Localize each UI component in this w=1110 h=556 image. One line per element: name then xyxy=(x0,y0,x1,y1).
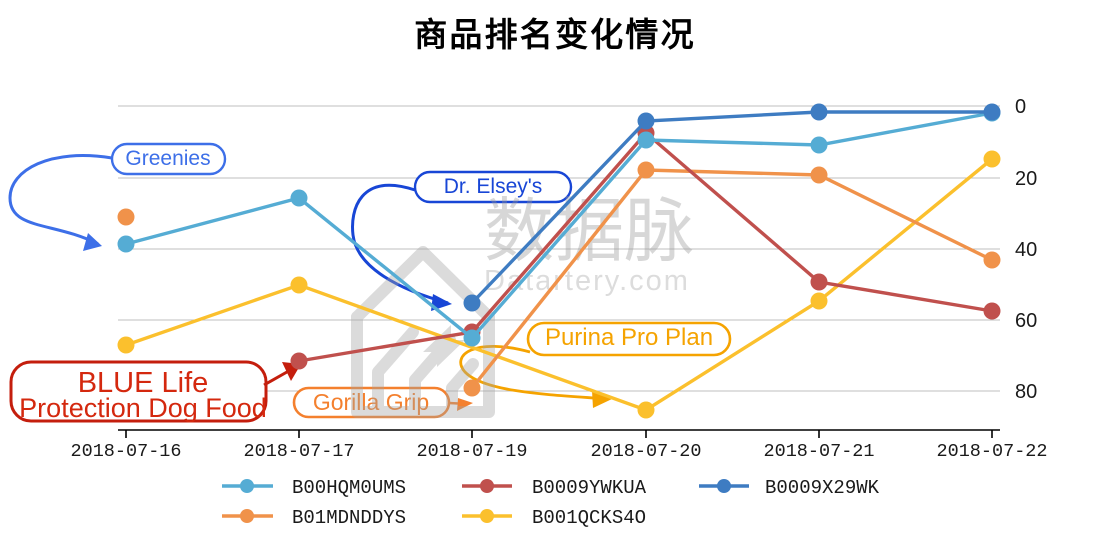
svg-text:Greenies: Greenies xyxy=(125,147,210,170)
svg-text:B0009YWKUA: B0009YWKUA xyxy=(532,477,647,499)
svg-text:20: 20 xyxy=(1015,168,1037,190)
svg-text:2018-07-17: 2018-07-17 xyxy=(243,441,354,462)
svg-text:2018-07-16: 2018-07-16 xyxy=(70,441,181,462)
svg-text:2018-07-19: 2018-07-19 xyxy=(416,441,527,462)
svg-text:0: 0 xyxy=(1015,96,1026,118)
svg-text:2018-07-22: 2018-07-22 xyxy=(936,441,1047,462)
svg-text:2018-07-20: 2018-07-20 xyxy=(590,441,701,462)
svg-text:40: 40 xyxy=(1015,239,1037,261)
svg-text:60: 60 xyxy=(1015,310,1037,332)
svg-text:Purina Pro Plan: Purina Pro Plan xyxy=(545,324,713,351)
svg-text:B0009X29WK: B0009X29WK xyxy=(765,477,880,499)
svg-text:B00HQM0UMS: B00HQM0UMS xyxy=(292,477,406,499)
svg-text:Protection Dog Food: Protection Dog Food xyxy=(19,393,267,423)
svg-text:B01MDNDDYS: B01MDNDDYS xyxy=(292,507,406,529)
svg-text:B001QCKS4O: B001QCKS4O xyxy=(532,507,646,529)
svg-text:2018-07-21: 2018-07-21 xyxy=(763,441,874,462)
svg-text:80: 80 xyxy=(1015,381,1037,403)
